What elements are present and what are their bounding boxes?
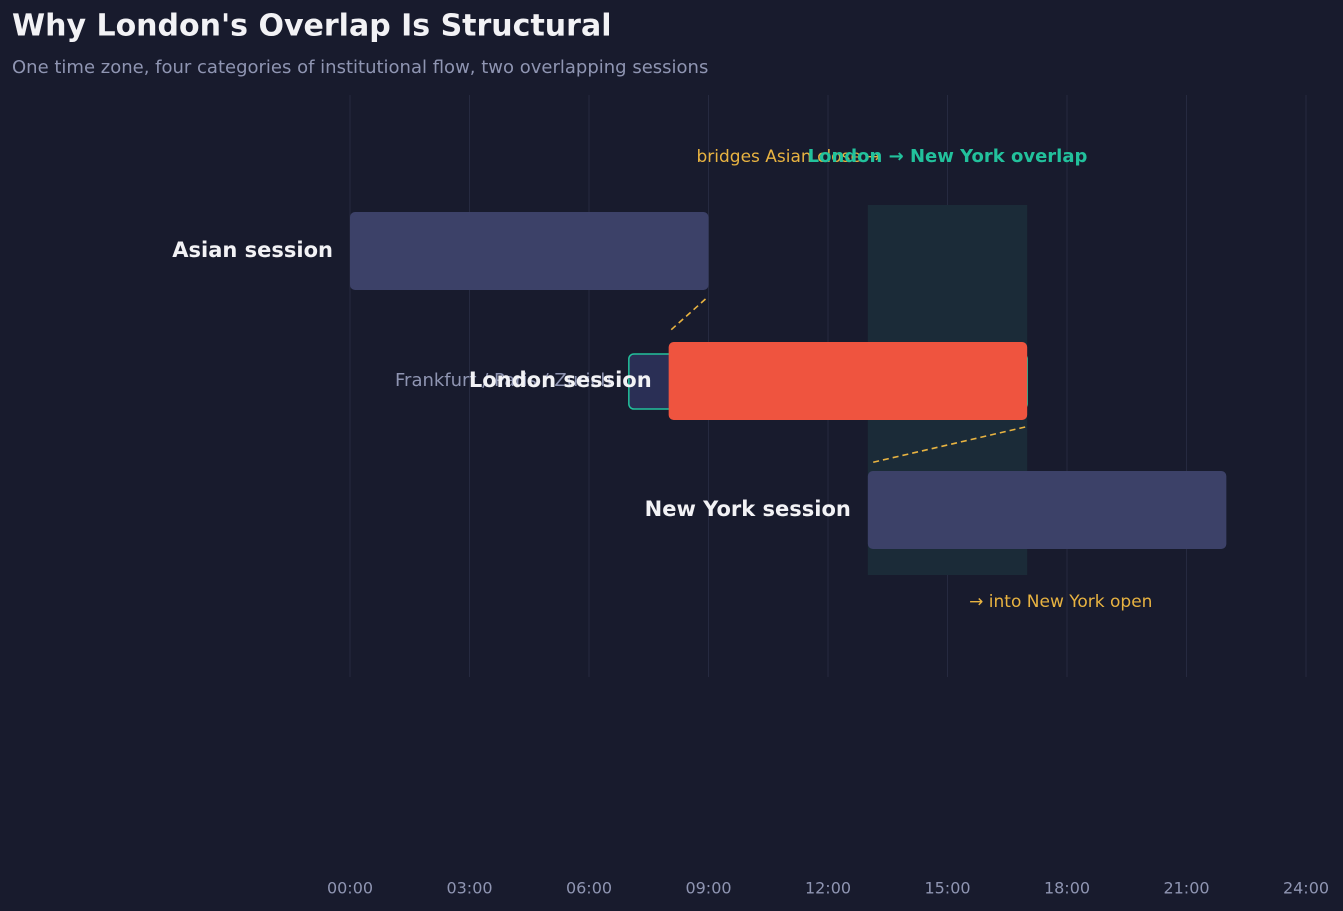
x-tick-label: 00:00 <box>327 879 373 898</box>
annotation: bridges Asian close → <box>697 147 881 167</box>
session-label: London session <box>469 368 652 392</box>
pre-open-label: Frankfurt / Paris / Zurich <box>395 370 612 391</box>
session-bar <box>668 342 1028 420</box>
session-label: New York session <box>645 497 851 521</box>
x-tick-label: 06:00 <box>566 879 612 898</box>
annotation: → into New York open <box>969 592 1152 612</box>
session-bar <box>867 471 1227 549</box>
session-label: Asian session <box>172 238 333 262</box>
x-tick-label: 03:00 <box>446 879 492 898</box>
x-tick-label: 09:00 <box>685 879 731 898</box>
x-tick-label: 24:00 <box>1283 879 1329 898</box>
chart-subtitle: One time zone, four categories of instit… <box>12 57 708 78</box>
x-tick-label: 15:00 <box>924 879 970 898</box>
overlap-label: London → New York overlap <box>808 146 1088 167</box>
x-tick-label: 18:00 <box>1044 879 1090 898</box>
chart-title: Why London's Overlap Is Structural <box>12 9 611 44</box>
session-bar <box>350 212 709 290</box>
x-tick-label: 21:00 <box>1163 879 1209 898</box>
x-tick-label: 12:00 <box>805 879 851 898</box>
connector <box>668 298 707 333</box>
connector <box>869 426 1026 464</box>
